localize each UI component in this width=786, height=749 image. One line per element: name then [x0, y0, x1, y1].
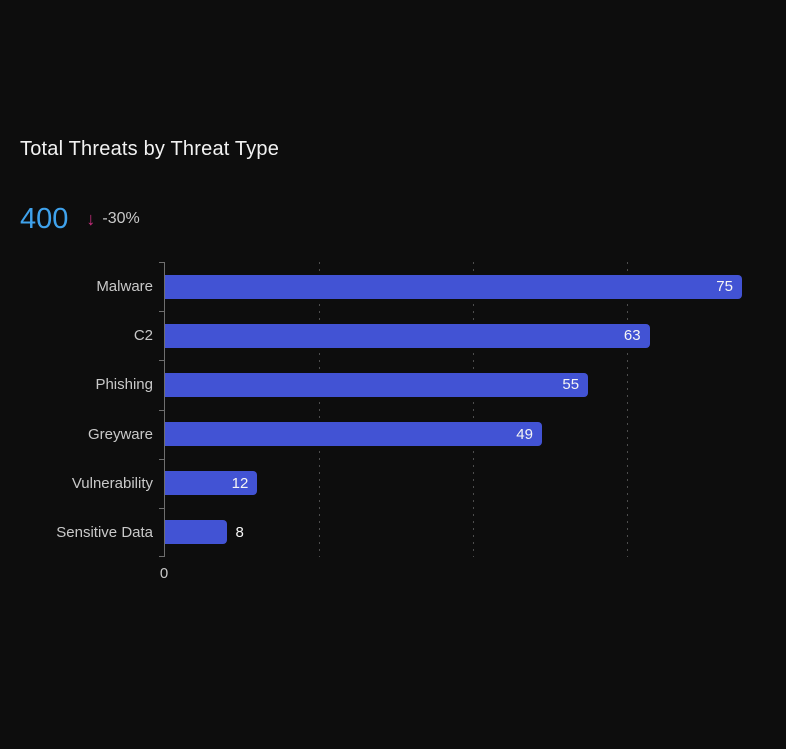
bar-chart-plot-area: Malware 75 C2 63 Phishing 55 Greyware 49 Vulnera… [56, 262, 765, 557]
y-axis-tick [159, 262, 164, 263]
category-label: Sensitive Data [56, 523, 153, 541]
y-axis-tick [159, 409, 164, 411]
bar-value-label: 63 [623, 327, 641, 345]
bar-row: Malware 75 [96, 262, 765, 311]
y-axis-tick [159, 507, 164, 509]
metric-row: 400 ↓ -30% [20, 201, 140, 237]
bar-row: Phishing 55 [95, 360, 765, 409]
bar[interactable]: 49 [165, 422, 542, 447]
category-label: C2 [133, 327, 153, 345]
bar-row: Sensitive Data 8 [56, 508, 765, 557]
y-axis-tick [159, 556, 164, 557]
trend-delta-percentage: -30% [102, 210, 140, 227]
chart-title: Total Threats by Threat Type [20, 138, 280, 160]
bar-row: C2 63 [134, 311, 765, 360]
bar-value-label: 12 [231, 474, 249, 492]
trend-down-arrow-icon: ↓ [86, 209, 96, 229]
bar[interactable] [165, 520, 227, 545]
bar[interactable]: 75 [165, 274, 742, 299]
bar-value-label: 49 [516, 425, 533, 443]
vertical-gridline [626, 262, 628, 557]
bar[interactable]: 12 [165, 471, 258, 496]
bar[interactable]: 55 [165, 372, 589, 397]
y-axis-tick [159, 360, 164, 362]
category-label: Malware [96, 278, 153, 296]
bar-value-label: 75 [716, 278, 733, 296]
bar-value-label: 55 [562, 376, 580, 394]
y-axis-tick [159, 311, 164, 313]
bar-row: Greyware 49 [88, 409, 765, 458]
category-label: Greyware [87, 425, 153, 443]
total-threats-value: 400 [20, 203, 69, 235]
x-axis-zero-label: 0 [159, 565, 169, 582]
bar[interactable]: 63 [165, 323, 650, 348]
vertical-gridline [472, 262, 474, 557]
category-label: Phishing [95, 376, 153, 394]
category-label: Vulnerability [71, 474, 153, 492]
bar-row: Vulnerability 12 [72, 459, 765, 508]
vertical-gridline [318, 262, 320, 557]
y-axis-tick [159, 458, 164, 460]
bar-value-label: 8 [235, 523, 244, 541]
